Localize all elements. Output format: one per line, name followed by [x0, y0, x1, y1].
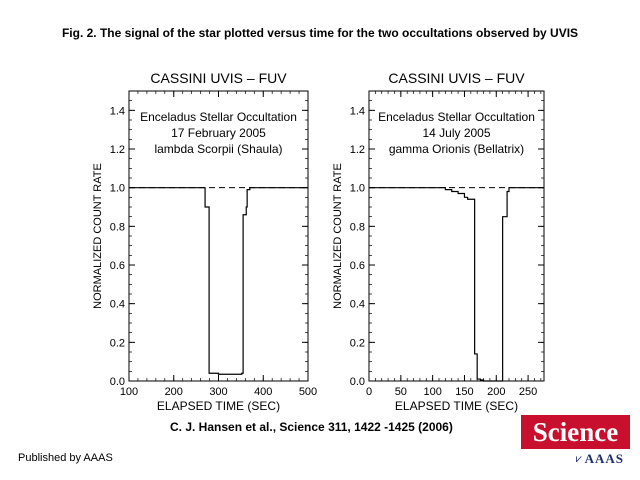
- aaas-logo-text: AAAS: [584, 451, 624, 466]
- x-tick-label: 50: [395, 386, 407, 398]
- count-rate-series: [369, 187, 544, 382]
- x-tick-label: 500: [299, 386, 317, 398]
- y-tick-label: 1.2: [350, 144, 365, 156]
- chart-annotation-line: gamma Orionis (Bellatrix): [389, 142, 524, 156]
- y-tick-label: 0.0: [110, 376, 125, 388]
- x-tick-label: 150: [455, 386, 473, 398]
- chart-panel-jul-2005: 0.0 0.2 0.4 0.6 0.8 1.0 1.2 1.4 0 50 100 150 200 250 C…: [332, 70, 545, 413]
- y-tick-label: 1.4: [110, 105, 125, 117]
- x-tick-label: 100: [120, 386, 138, 398]
- y-tick-label: 0.2: [110, 337, 125, 349]
- chart-title: CASSINI UVIS – FUV: [388, 70, 525, 86]
- y-tick-label: 0.8: [350, 221, 365, 233]
- chart-annotation-line: 17 February 2005: [171, 126, 266, 140]
- chart-title: CASSINI UVIS – FUV: [150, 70, 287, 86]
- y-axis-label: NORMALIZED COUNT RATE: [92, 163, 104, 309]
- y-tick-label: 0.6: [350, 260, 365, 272]
- y-tick-label: 0.6: [110, 260, 125, 272]
- y-tick-label: 1.4: [350, 105, 365, 117]
- x-tick-label: 250: [519, 386, 537, 398]
- aaas-logo-icon: ⩗: [575, 453, 582, 465]
- chart-annotation-line: Enceladus Stellar Occultation: [140, 110, 297, 124]
- x-tick-label: 100: [423, 386, 441, 398]
- publisher-note: Published by AAAS: [18, 452, 113, 464]
- citation: C. J. Hansen et al., Science 311, 1422 -…: [170, 420, 453, 434]
- count-rate-series: [129, 187, 308, 375]
- x-axis-label: ELAPSED TIME (SEC): [157, 399, 280, 413]
- y-tick-label: 1.0: [110, 183, 125, 195]
- y-tick-label: 0.0: [350, 376, 365, 388]
- x-axis-label: ELAPSED TIME (SEC): [395, 399, 518, 413]
- x-tick-label: 300: [209, 386, 227, 398]
- science-logo-wordmark: Science: [521, 415, 630, 449]
- x-tick-label: 200: [165, 386, 183, 398]
- y-tick-label: 1.0: [350, 183, 365, 195]
- y-tick-label: 0.4: [350, 299, 365, 311]
- y-tick-label: 0.4: [110, 299, 125, 311]
- x-tick-label: 400: [254, 386, 272, 398]
- y-tick-label: 0.2: [350, 337, 365, 349]
- chart-annotation-line: 14 July 2005: [422, 126, 490, 140]
- x-tick-label: 200: [487, 386, 505, 398]
- x-tick-label: 0: [366, 386, 372, 398]
- science-logo: Science ⩗ AAAS: [521, 415, 630, 469]
- y-tick-label: 0.8: [110, 221, 125, 233]
- chart-annotation-line: lambda Scorpii (Shaula): [154, 142, 282, 156]
- y-tick-label: 1.2: [110, 144, 125, 156]
- chart-panel-feb-2005: 0.0 0.2 0.4 0.6 0.8 1.0 1.2 1.4 100 200 300 400 500 C…: [92, 70, 317, 413]
- figure-title: Fig. 2. The signal of the star plotted v…: [61, 26, 579, 40]
- chart-annotation-line: Enceladus Stellar Occultation: [378, 110, 535, 124]
- y-axis-label: NORMALIZED COUNT RATE: [332, 163, 344, 309]
